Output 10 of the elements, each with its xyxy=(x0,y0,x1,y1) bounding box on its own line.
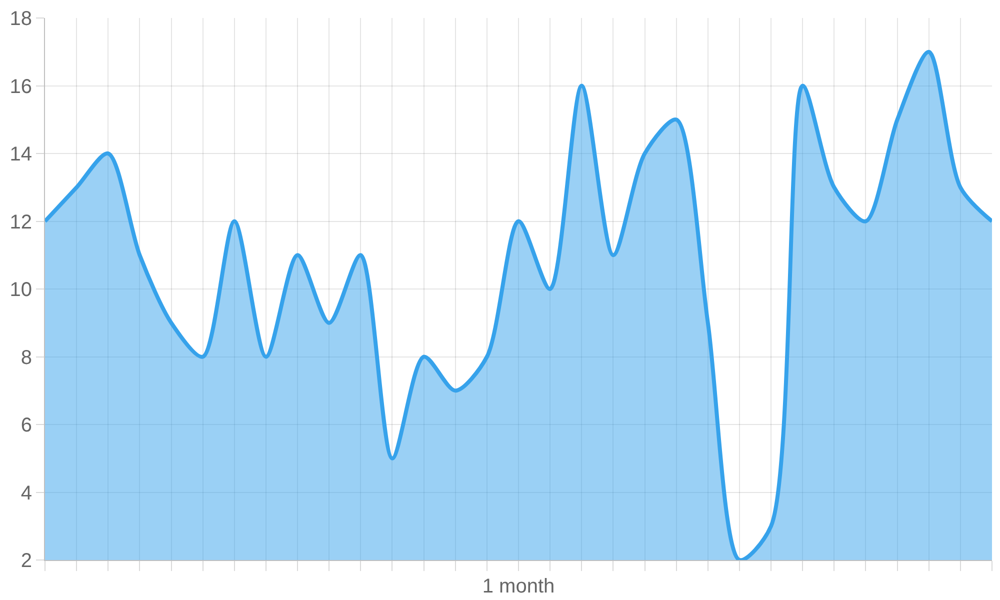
y-tick-label: 18 xyxy=(10,8,32,30)
y-tick-label: 10 xyxy=(10,279,32,301)
y-tick-label: 8 xyxy=(20,346,32,369)
x-axis-title: 1 month xyxy=(482,576,555,598)
y-tick-label: 12 xyxy=(10,211,32,234)
y-tick-label: 2 xyxy=(20,550,32,572)
y-tick-label: 4 xyxy=(20,482,32,504)
y-tick-label: 6 xyxy=(20,414,32,436)
y-tick-label: 16 xyxy=(10,76,32,98)
y-tick-label: 14 xyxy=(10,144,32,166)
